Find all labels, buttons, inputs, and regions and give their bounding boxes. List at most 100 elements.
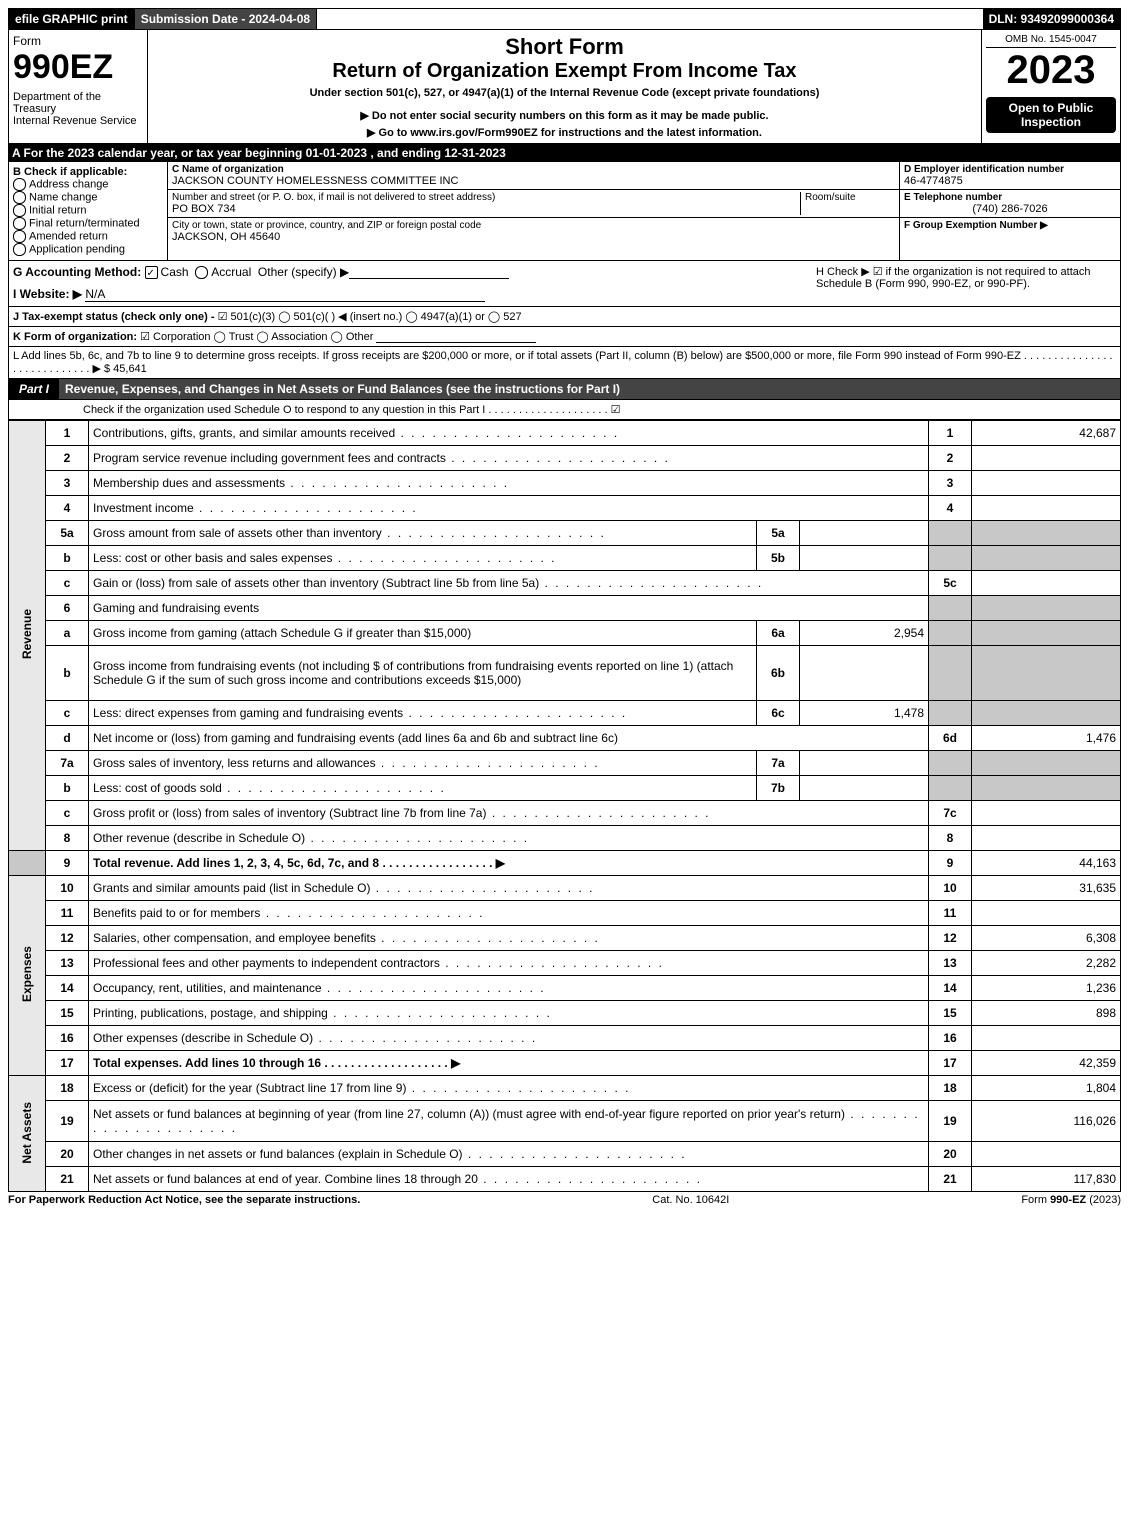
line-desc: Total expenses. Add lines 10 through 16 … (93, 1056, 460, 1070)
chk-cash[interactable] (145, 266, 158, 279)
chk-name-change[interactable]: Name change (13, 191, 163, 204)
vtab-netassets: Net Assets (9, 1076, 46, 1192)
section-h: H Check ▶ ☑ if the organization is not r… (816, 265, 1116, 302)
chk-label: Final return/terminated (29, 217, 140, 229)
vtab-revenue: Revenue (9, 421, 46, 851)
room-suite-label: Room/suite (800, 192, 895, 215)
k-label: K Form of organization: (13, 331, 137, 343)
rno: 12 (929, 926, 972, 951)
subval (800, 546, 929, 571)
subval: 1,478 (800, 701, 929, 726)
chk-initial-return[interactable]: Initial return (13, 204, 163, 217)
i-label: I Website: ▶ (13, 287, 82, 301)
line-desc: Occupancy, rent, utilities, and maintena… (93, 981, 322, 995)
rno: 1 (929, 421, 972, 446)
goto-link[interactable]: ▶ Go to www.irs.gov/Form990EZ for instru… (152, 126, 977, 139)
line-desc: Gross amount from sale of assets other t… (93, 526, 382, 540)
line-desc: Program service revenue including govern… (93, 451, 446, 465)
rval: 6,308 (972, 926, 1121, 951)
part-i-label: Part I (9, 379, 59, 399)
efile-print[interactable]: efile GRAPHIC print (9, 9, 135, 29)
chk-application-pending[interactable]: Application pending (13, 243, 163, 256)
chk-final-return[interactable]: Final return/terminated (13, 217, 163, 230)
line-desc: Printing, publications, postage, and shi… (93, 1006, 328, 1020)
cash-label: Cash (161, 265, 189, 279)
part-i-header: Part I Revenue, Expenses, and Changes in… (8, 379, 1121, 400)
header-center: Short Form Return of Organization Exempt… (148, 30, 981, 143)
rno: 2 (929, 446, 972, 471)
other-specify-input[interactable] (349, 266, 509, 279)
k-other-input[interactable] (376, 330, 536, 343)
line-desc: Gain or (loss) from sale of assets other… (93, 576, 539, 590)
rno: 7c (929, 801, 972, 826)
rno: 10 (929, 876, 972, 901)
rno: 5c (929, 571, 972, 596)
chk-accrual[interactable] (195, 266, 208, 279)
c-name-label: C Name of organization (172, 164, 895, 175)
omb: OMB No. 1545-0047 (986, 34, 1116, 48)
subval (800, 776, 929, 801)
lines-table: Revenue 1 Contributions, gifts, grants, … (8, 420, 1121, 1192)
subno: 6c (757, 701, 800, 726)
under-section: Under section 501(c), 527, or 4947(a)(1)… (152, 87, 977, 99)
rval: 1,804 (972, 1076, 1121, 1101)
rno: 19 (929, 1101, 972, 1142)
rno-grey (929, 521, 972, 546)
chk-address-change[interactable]: Address change (13, 178, 163, 191)
telephone: (740) 286-7026 (904, 203, 1116, 215)
footer-mid: Cat. No. 10642I (360, 1194, 1021, 1206)
line-desc: Total revenue. Add lines 1, 2, 3, 4, 5c,… (93, 856, 505, 870)
section-c: C Name of organization JACKSON COUNTY HO… (168, 162, 900, 260)
g-label: G Accounting Method: (13, 265, 141, 279)
footer-left: For Paperwork Reduction Act Notice, see … (8, 1194, 360, 1206)
b-title: B Check if applicable: (13, 166, 163, 178)
line-desc: Gross income from fundraising events (no… (93, 659, 733, 687)
form-number: 990EZ (13, 48, 143, 87)
rno: 16 (929, 1026, 972, 1051)
rno: 13 (929, 951, 972, 976)
row-k: K Form of organization: ☑ Corporation ◯ … (8, 327, 1121, 347)
k-options[interactable]: ☑ Corporation ◯ Trust ◯ Association ◯ Ot… (140, 331, 373, 343)
j-label: J Tax-exempt status (check only one) - (13, 311, 215, 323)
short-form-title: Short Form (152, 34, 977, 60)
section-b: B Check if applicable: Address change Na… (9, 162, 168, 260)
org-street: PO BOX 734 (172, 203, 800, 215)
rval (972, 826, 1121, 851)
rval: 117,830 (972, 1167, 1121, 1192)
info-grid: B Check if applicable: Address change Na… (8, 162, 1121, 261)
page-footer: For Paperwork Reduction Act Notice, see … (8, 1192, 1121, 1206)
rval: 42,687 (972, 421, 1121, 446)
rval (972, 1026, 1121, 1051)
rval: 42,359 (972, 1051, 1121, 1076)
f-label: F Group Exemption Number ▶ (904, 220, 1116, 231)
subno: 7b (757, 776, 800, 801)
rval (972, 1142, 1121, 1167)
line-desc: Other changes in net assets or fund bala… (93, 1147, 463, 1161)
rval: 898 (972, 1001, 1121, 1026)
vtab-spacer (9, 851, 46, 876)
line-desc: Investment income (93, 501, 194, 515)
form-word: Form (13, 34, 143, 48)
rno: 14 (929, 976, 972, 1001)
rno: 15 (929, 1001, 972, 1026)
subval (800, 521, 929, 546)
chk-amended-return[interactable]: Amended return (13, 230, 163, 243)
j-options[interactable]: ☑ 501(c)(3) ◯ 501(c)( ) ◀ (insert no.) ◯… (218, 311, 522, 323)
rno: 8 (929, 826, 972, 851)
rval: 116,026 (972, 1101, 1121, 1142)
section-a: A For the 2023 calendar year, or tax yea… (8, 144, 1121, 162)
chk-label: Initial return (29, 204, 86, 216)
rno: 4 (929, 496, 972, 521)
rval (972, 446, 1121, 471)
line-desc: Net assets or fund balances at end of ye… (93, 1172, 478, 1186)
line-desc: Less: cost or other basis and sales expe… (93, 551, 332, 565)
line-desc: Benefits paid to or for members (93, 906, 260, 920)
submission-date: Submission Date - 2024-04-08 (135, 9, 317, 29)
website: N/A (85, 287, 485, 302)
org-city: JACKSON, OH 45640 (172, 231, 895, 243)
part-i-check-text[interactable]: Check if the organization used Schedule … (83, 404, 621, 416)
other-label: Other (specify) ▶ (258, 265, 349, 279)
line-desc: Salaries, other compensation, and employ… (93, 931, 376, 945)
subno: 5b (757, 546, 800, 571)
line-desc: Professional fees and other payments to … (93, 956, 440, 970)
